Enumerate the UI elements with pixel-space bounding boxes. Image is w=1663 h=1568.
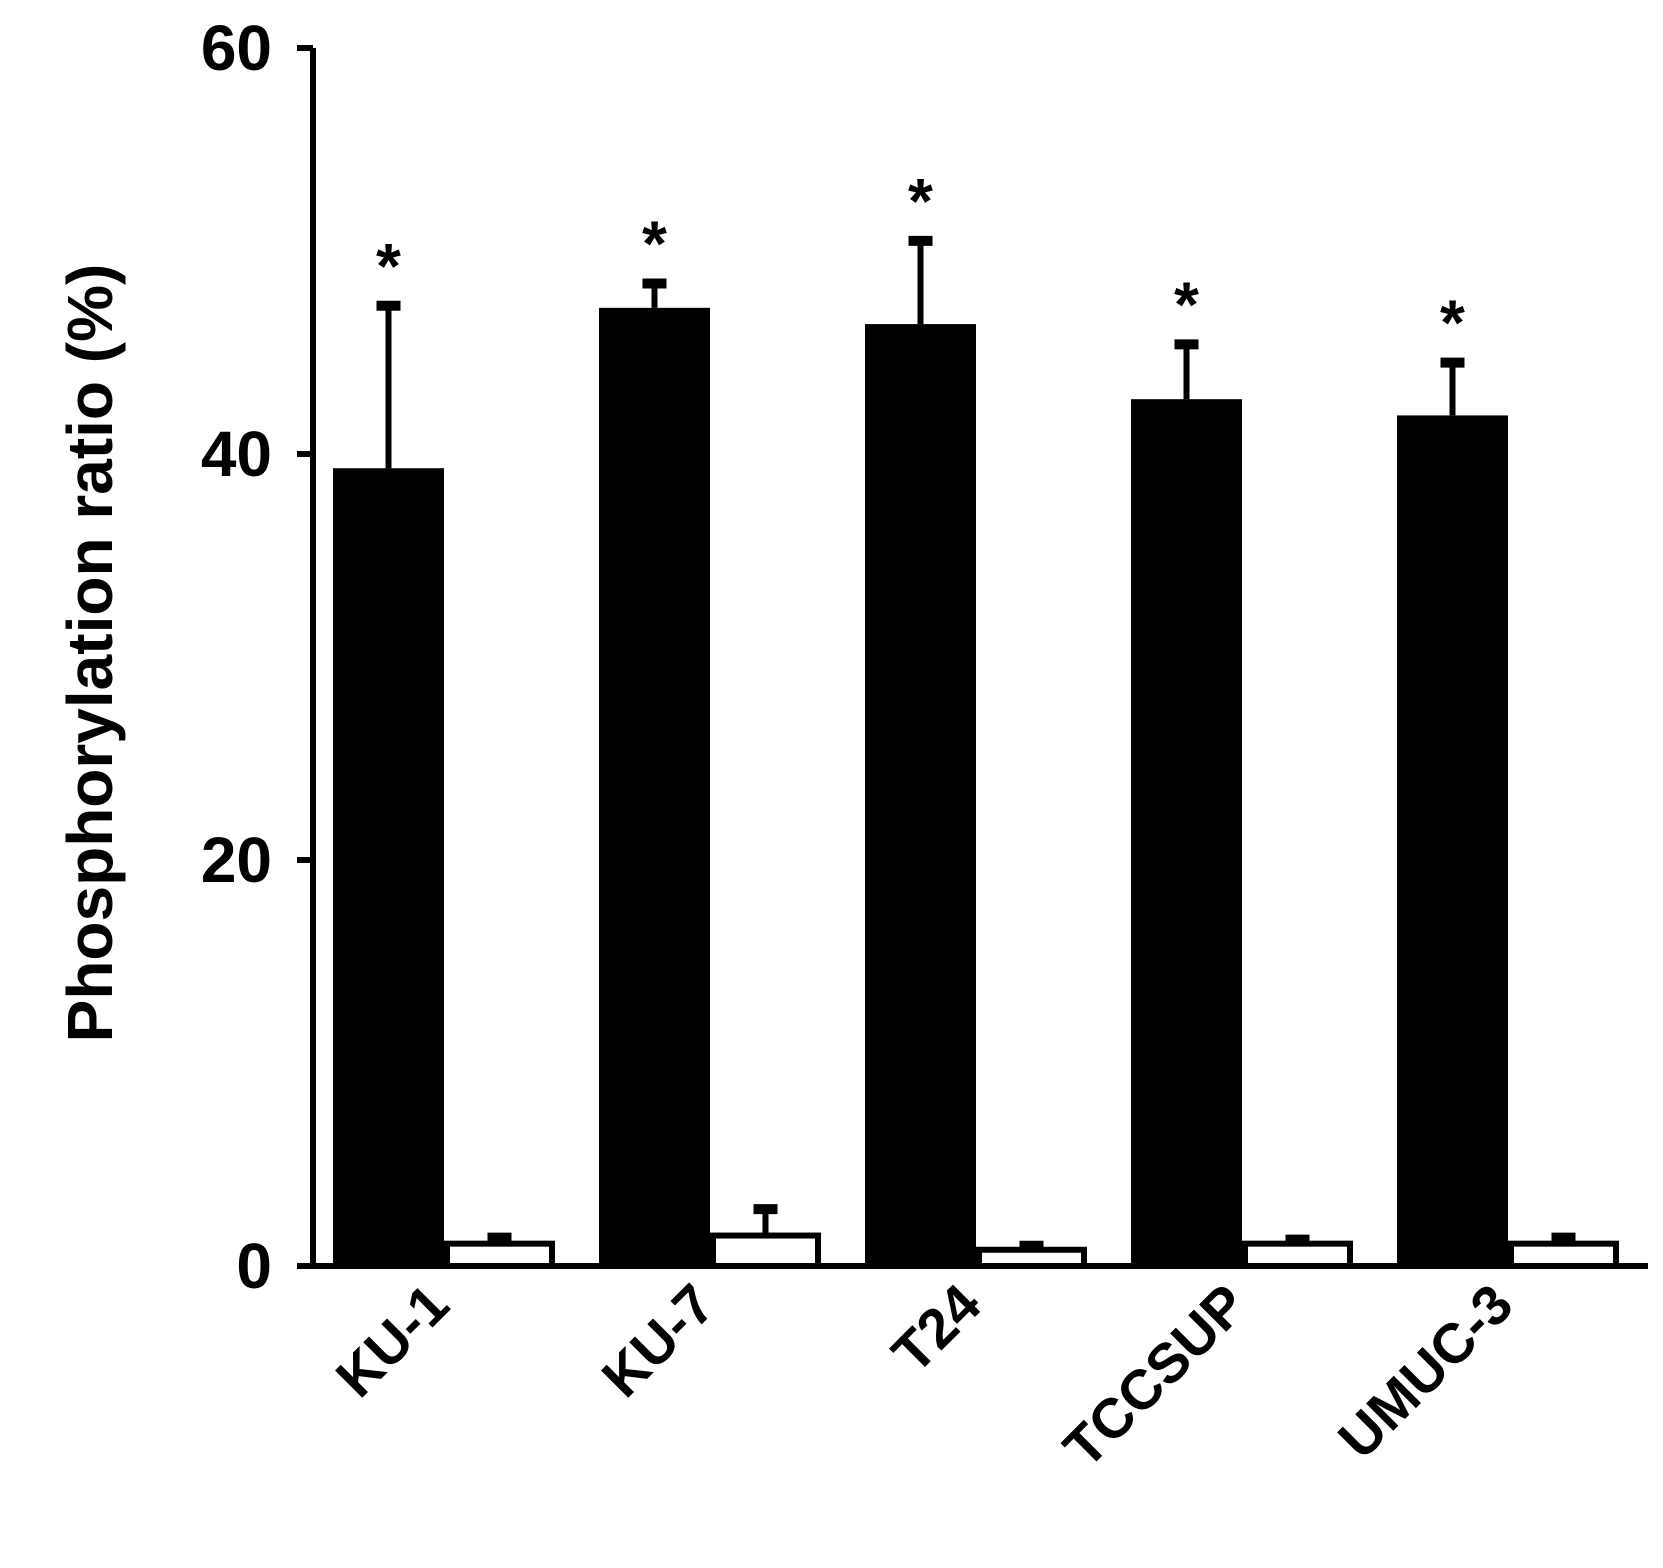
x-tick-labels: KU-1 KU-7 T24 TCCSUP UMUC-3 [324, 1272, 1525, 1479]
bar-treated [1397, 415, 1508, 1266]
bar-treated [1131, 399, 1242, 1266]
significance-star: * [1440, 287, 1465, 359]
bar-control [444, 1240, 555, 1270]
x-tick-label: TCCSUP [1051, 1272, 1258, 1479]
bar-treated [333, 468, 444, 1267]
axes-layer [297, 48, 1648, 1269]
bars-layer: * * * * * [333, 165, 1619, 1270]
y-tick-label: 40 [201, 418, 272, 490]
bar-control [1242, 1240, 1353, 1270]
bar-control [1508, 1240, 1619, 1270]
bar-control [710, 1232, 821, 1270]
y-axis-label: Phosphorylation ratio (%) [54, 264, 126, 1043]
x-tick-label: T24 [880, 1272, 993, 1385]
significance-star: * [642, 207, 667, 279]
x-tick-label: UMUC-3 [1326, 1272, 1525, 1471]
x-tick-label: KU-7 [590, 1272, 727, 1409]
y-tick-label: 20 [201, 824, 272, 896]
bar-treated [599, 307, 710, 1267]
significance-star: * [908, 165, 933, 237]
y-tick-label: 0 [236, 1230, 272, 1302]
y-ticks: 0 20 40 60 [201, 12, 313, 1302]
significance-star: * [376, 230, 401, 302]
x-tick-label: KU-1 [324, 1272, 461, 1409]
y-tick-label: 60 [201, 12, 272, 84]
significance-star: * [1174, 268, 1199, 340]
bar-treated [865, 324, 976, 1267]
